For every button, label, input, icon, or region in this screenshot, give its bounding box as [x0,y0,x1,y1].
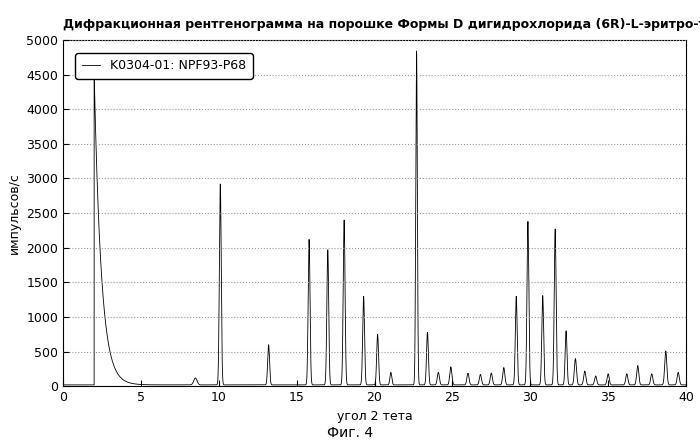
K0304-01: NPF93-P68: (30, 33): NPF93-P68: (30, 33) [526,381,535,387]
K0304-01: NPF93-P68: (20.7, 20): NPF93-P68: (20.7, 20) [381,382,389,388]
K0304-01: NPF93-P68: (40, 20): NPF93-P68: (40, 20) [682,382,690,388]
X-axis label: угол 2 тета: угол 2 тета [337,410,412,423]
Text: Фиг. 4: Фиг. 4 [327,425,373,440]
K0304-01: NPF93-P68: (22.7, 4.84e+03): NPF93-P68: (22.7, 4.84e+03) [412,48,421,54]
K0304-01: NPF93-P68: (0, 20): NPF93-P68: (0, 20) [59,382,67,388]
Text: Дифракционная рентгенограмма на порошке Формы D дигидрохлорида (6R)-L-эритро-тет: Дифракционная рентгенограмма на порошке … [63,18,700,31]
Line: K0304-01: NPF93-P68: K0304-01: NPF93-P68 [63,51,686,385]
Y-axis label: импульсов/с: импульсов/с [8,172,20,254]
K0304-01: NPF93-P68: (18.3, 20): NPF93-P68: (18.3, 20) [344,382,353,388]
Legend: K0304-01: NPF93-P68: K0304-01: NPF93-P68 [76,53,253,79]
K0304-01: NPF93-P68: (11.8, 20): NPF93-P68: (11.8, 20) [244,382,252,388]
K0304-01: NPF93-P68: (25.5, 20): NPF93-P68: (25.5, 20) [455,382,463,388]
K0304-01: NPF93-P68: (2.18, 3.07e+03): NPF93-P68: (2.18, 3.07e+03) [92,171,101,176]
